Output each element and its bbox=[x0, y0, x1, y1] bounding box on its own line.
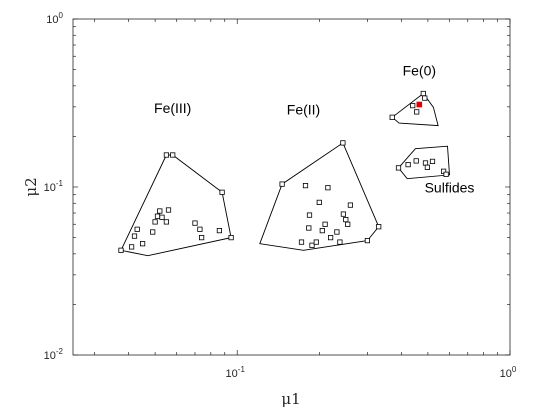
data-point-fe-iii bbox=[157, 208, 163, 214]
data-point-fe-iii bbox=[154, 213, 161, 219]
data-point-fe-iii bbox=[128, 244, 135, 250]
y-tick-label: 10-2 bbox=[44, 347, 64, 362]
data-point-fe-iii bbox=[198, 234, 205, 241]
data-point-fe-0 bbox=[414, 109, 420, 115]
data-point-fe-iii bbox=[131, 233, 138, 239]
data-point-fe-0 bbox=[410, 103, 416, 109]
data-point-fe-ii bbox=[309, 242, 315, 248]
hull-sulfides bbox=[397, 145, 450, 180]
data-point-fe-ii bbox=[340, 140, 346, 146]
data-point-fe-iii bbox=[197, 226, 203, 232]
data-point-fe-iii bbox=[139, 241, 146, 247]
data-point-fe-0 bbox=[420, 90, 426, 97]
x-tick-label: 10-1 bbox=[226, 365, 246, 380]
data-point-fe-iii bbox=[228, 234, 234, 241]
data-point-fe-iii bbox=[163, 219, 169, 225]
data-point-sulfides bbox=[405, 161, 411, 168]
data-point-fe-0 bbox=[389, 114, 395, 120]
data-point-fe-iii bbox=[152, 219, 158, 225]
group-label-fe-ii: Fe(II) bbox=[287, 102, 320, 118]
data-point-fe-ii bbox=[327, 234, 334, 241]
data-point-fe-iii bbox=[219, 189, 225, 195]
data-point-fe-ii bbox=[306, 212, 313, 218]
data-point-fe-iii bbox=[150, 229, 156, 235]
data-point-fe-ii bbox=[334, 229, 340, 235]
data-point-fe-ii bbox=[322, 221, 328, 227]
group-label-fe-iii: Fe(III) bbox=[154, 100, 191, 116]
highlight-point-fe-0 bbox=[416, 101, 423, 108]
data-point-fe-ii bbox=[313, 239, 319, 245]
data-point-fe-iii bbox=[192, 220, 198, 226]
data-point-fe-iii bbox=[163, 152, 169, 158]
data-point-fe-ii bbox=[319, 227, 325, 234]
group-label-fe-0: Fe(0) bbox=[403, 63, 436, 79]
data-point-fe-ii bbox=[298, 239, 305, 245]
data-point-fe-0 bbox=[422, 95, 428, 101]
data-point-fe-iii bbox=[165, 207, 172, 213]
data-point-sulfides bbox=[422, 160, 429, 166]
data-point-sulfides bbox=[424, 164, 431, 170]
axis-ticks: 10-1 100 10-2 10-1 100 bbox=[44, 11, 517, 380]
x-tick-label: 100 bbox=[500, 365, 517, 380]
data-point-fe-ii bbox=[347, 202, 354, 208]
data-point-fe-ii bbox=[302, 182, 309, 189]
y-axis-label: μ2 bbox=[22, 177, 40, 196]
data-point-fe-ii bbox=[279, 181, 285, 187]
x-axis-label: μ1 bbox=[281, 390, 300, 408]
data-point-fe-ii bbox=[316, 199, 322, 205]
data-point-sulfides bbox=[395, 165, 402, 171]
group-labels: Fe(III) Fe(II) Fe(0) Sulfides bbox=[154, 63, 474, 196]
data-point-fe-ii bbox=[364, 237, 371, 244]
data-point-fe-iii bbox=[134, 226, 140, 232]
data-point-sulfides bbox=[443, 171, 449, 177]
y-tick-label: 100 bbox=[46, 11, 63, 26]
data-point-fe-iii bbox=[159, 214, 165, 220]
data-point-fe-ii bbox=[337, 239, 343, 245]
group-label-sulfides: Sulfides bbox=[425, 179, 475, 195]
y-tick-label: 10-1 bbox=[44, 179, 64, 194]
data-point-sulfides bbox=[429, 158, 436, 164]
data-points bbox=[118, 90, 449, 253]
data-point-fe-ii bbox=[376, 224, 382, 230]
data-point-fe-ii bbox=[345, 221, 351, 227]
data-point-fe-ii bbox=[343, 216, 349, 223]
data-point-fe-ii bbox=[306, 225, 312, 231]
data-point-sulfides bbox=[413, 158, 419, 164]
plot-area bbox=[72, 18, 511, 356]
data-point-fe-iii bbox=[118, 247, 124, 253]
data-point-fe-iii bbox=[216, 227, 222, 234]
data-point-fe-ii bbox=[325, 185, 331, 191]
data-point-fe-iii bbox=[170, 152, 176, 158]
hull-fe-0 bbox=[391, 92, 439, 127]
data-point-fe-ii bbox=[340, 211, 347, 217]
